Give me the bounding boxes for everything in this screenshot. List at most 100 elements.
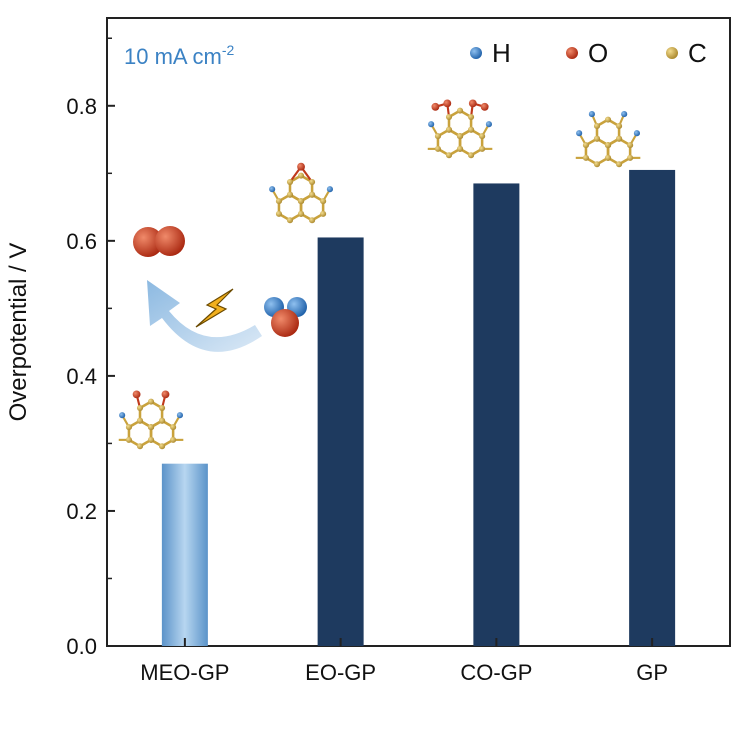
carbon-atom [445, 126, 453, 133]
carbon-atom [593, 161, 601, 168]
gp-structure-icon [575, 111, 641, 168]
carbon-atom [275, 198, 283, 205]
carbon-atom [468, 126, 475, 133]
carbon-atom [468, 113, 475, 121]
oxygen-atom [132, 390, 141, 399]
carbon-atom [159, 404, 166, 412]
carbon-atom [456, 107, 464, 114]
lightning-bolt-icon [195, 288, 234, 328]
hydrogen-atom [326, 186, 333, 193]
current-density-label: 10 mA cm-2 [124, 42, 234, 69]
oxygen-atom [443, 99, 452, 108]
carbon-atom [286, 178, 294, 186]
legend-o-label: O [588, 38, 608, 68]
oxygen-atom [431, 102, 440, 111]
carbon-atom [136, 417, 144, 424]
legend-c-marker [666, 47, 678, 59]
x-tick-label: GP [636, 660, 668, 685]
eo-gp-structure-icon [269, 162, 333, 224]
legend: H O C [470, 38, 707, 68]
carbon-atom [286, 217, 294, 224]
legend-o-marker [566, 47, 578, 59]
y-tick-label: 0.4 [66, 364, 97, 389]
carbon-atom [309, 178, 316, 186]
carbon-atom [147, 424, 155, 431]
carbon-atom [627, 142, 634, 149]
carbon-atom [136, 443, 144, 450]
x-tick-label: EO-GP [305, 660, 376, 685]
carbon-atom [309, 191, 316, 198]
hydrogen-atom [269, 186, 276, 193]
carbon-atom [275, 210, 283, 217]
y-tick-label: 0.2 [66, 499, 97, 524]
y-axis-title: Overpotential / V [5, 243, 32, 422]
y-axis: 0.0 0.2 0.4 0.6 0.8 [66, 37, 115, 659]
bar-eo-gp [317, 237, 364, 646]
carbon-atom [320, 198, 327, 205]
bar-meo-gp [161, 463, 208, 646]
bars-group [161, 169, 676, 646]
carbon-atom [582, 142, 590, 149]
hydrogen-atom [119, 412, 126, 419]
bar-gp [629, 169, 676, 646]
carbon-atom [445, 113, 453, 121]
plot-frame [106, 17, 731, 647]
y-tick-label: 0.6 [66, 229, 97, 254]
carbon-atom [434, 133, 442, 140]
carbon-atom [125, 436, 133, 443]
carbon-atom [159, 417, 166, 424]
oxygen-evolution-illustration [133, 226, 307, 352]
carbon-atom [468, 152, 475, 159]
hydrogen-atom [428, 121, 435, 128]
y-tick-label: 0.0 [66, 634, 97, 659]
carbon-atom [434, 145, 442, 152]
carbon-atom [582, 154, 590, 161]
legend-h-label: H [492, 38, 511, 68]
carbon-atom [479, 145, 486, 152]
oxygen-atom [480, 102, 489, 111]
meo-gp-structure-icon [118, 390, 184, 450]
carbon-atom [616, 122, 623, 130]
hydrogen-atom [588, 111, 595, 118]
carbon-atom [604, 116, 612, 123]
carbon-atom [147, 398, 155, 405]
carbon-atom [309, 217, 316, 224]
carbon-atom [297, 172, 305, 179]
hydrogen-atom [621, 111, 628, 118]
carbon-atom [627, 154, 634, 161]
carbon-atom [593, 135, 601, 142]
carbon-atom [297, 198, 305, 205]
legend-h-marker [470, 47, 482, 59]
carbon-atom [320, 210, 327, 217]
legend-c-label: C [688, 38, 707, 68]
carbon-atom [479, 133, 486, 140]
carbon-atom [616, 135, 623, 142]
hydrogen-atom [576, 130, 583, 137]
water-molecule-icon [264, 297, 307, 337]
carbon-atom [159, 443, 166, 450]
hydrogen-atom [176, 412, 183, 419]
x-axis: MEO-GP EO-GP CO-GP GP [140, 638, 668, 685]
carbon-atom [147, 436, 155, 443]
carbon-atom [456, 145, 464, 152]
y-tick-label: 0.8 [66, 94, 97, 119]
o2-molecule-icon [133, 226, 185, 257]
hydrogen-atom [633, 130, 640, 137]
carbon-atom [445, 152, 453, 159]
current-density-exponent: -2 [222, 42, 235, 58]
carbon-atom [604, 154, 612, 161]
carbon-atom [286, 191, 294, 198]
carbon-atom [616, 161, 623, 168]
carbon-atom [170, 424, 177, 431]
curved-arrow-icon [147, 280, 262, 352]
hydrogen-atom [485, 121, 492, 128]
x-tick-label: MEO-GP [140, 660, 229, 685]
oxygen-atom [468, 99, 477, 108]
carbon-atom [593, 122, 601, 130]
x-tick-label: CO-GP [460, 660, 532, 685]
co-gp-structure-icon [427, 99, 493, 159]
carbon-atom [604, 142, 612, 149]
carbon-atom [125, 424, 133, 431]
carbon-atom [297, 210, 305, 217]
